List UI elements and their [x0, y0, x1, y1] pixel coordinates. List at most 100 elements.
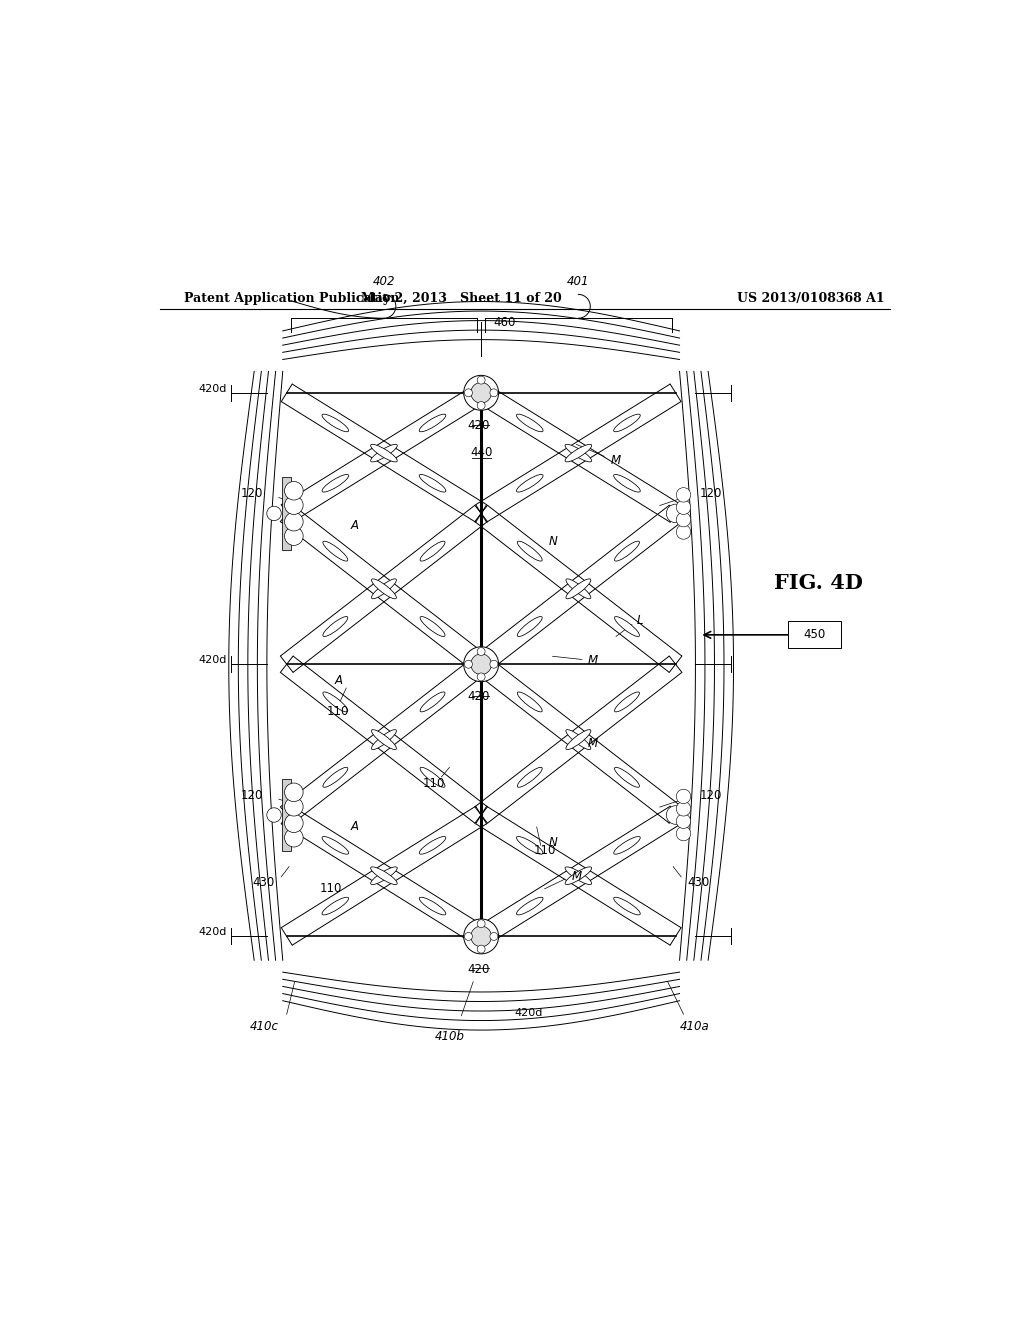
- Text: 420: 420: [468, 962, 489, 975]
- Text: M: M: [587, 653, 597, 667]
- Text: M: M: [611, 454, 622, 467]
- Ellipse shape: [420, 616, 445, 636]
- Circle shape: [285, 512, 303, 531]
- Ellipse shape: [322, 837, 348, 854]
- Text: FIG. 4D: FIG. 4D: [774, 573, 863, 593]
- Ellipse shape: [566, 730, 591, 750]
- Text: L: L: [637, 614, 643, 627]
- Circle shape: [464, 919, 499, 954]
- Ellipse shape: [614, 692, 639, 711]
- Ellipse shape: [566, 730, 591, 750]
- Circle shape: [471, 927, 492, 946]
- Text: N: N: [548, 837, 557, 849]
- Circle shape: [464, 375, 499, 411]
- Ellipse shape: [517, 616, 543, 636]
- FancyBboxPatch shape: [282, 779, 292, 851]
- Circle shape: [489, 660, 498, 668]
- Circle shape: [477, 401, 485, 409]
- Ellipse shape: [614, 541, 639, 561]
- Text: 110: 110: [422, 776, 444, 789]
- Text: A: A: [350, 519, 358, 532]
- Ellipse shape: [372, 579, 396, 599]
- Ellipse shape: [323, 541, 348, 561]
- Circle shape: [267, 506, 282, 520]
- Ellipse shape: [516, 837, 543, 854]
- Circle shape: [477, 376, 485, 384]
- Text: US 2013/0108368 A1: US 2013/0108368 A1: [736, 292, 885, 305]
- Text: A: A: [334, 673, 342, 686]
- Ellipse shape: [419, 837, 445, 854]
- Text: 420d: 420d: [199, 928, 227, 937]
- Text: 450: 450: [804, 628, 825, 642]
- Text: 460: 460: [494, 315, 515, 329]
- Text: A: A: [350, 821, 358, 833]
- Circle shape: [471, 383, 492, 403]
- Text: 120: 120: [241, 788, 263, 801]
- Text: 420: 420: [468, 690, 489, 704]
- Ellipse shape: [323, 767, 348, 787]
- Text: May 2, 2013   Sheet 11 of 20: May 2, 2013 Sheet 11 of 20: [360, 292, 562, 305]
- Circle shape: [285, 829, 303, 847]
- Text: 410a: 410a: [680, 1020, 710, 1032]
- Circle shape: [465, 932, 472, 940]
- Ellipse shape: [613, 898, 640, 915]
- Text: M: M: [587, 737, 597, 750]
- Circle shape: [285, 783, 303, 801]
- Ellipse shape: [420, 767, 445, 787]
- Circle shape: [667, 504, 685, 523]
- Ellipse shape: [565, 445, 592, 462]
- Ellipse shape: [613, 414, 640, 432]
- Text: 420d: 420d: [515, 1008, 543, 1018]
- Ellipse shape: [323, 616, 348, 636]
- Text: 110: 110: [327, 705, 349, 718]
- Ellipse shape: [565, 867, 592, 884]
- Ellipse shape: [566, 579, 591, 599]
- Ellipse shape: [323, 692, 348, 711]
- Ellipse shape: [613, 474, 640, 492]
- Text: 110: 110: [534, 845, 556, 857]
- Circle shape: [285, 482, 303, 500]
- Ellipse shape: [371, 867, 397, 884]
- Circle shape: [477, 673, 485, 681]
- Circle shape: [676, 512, 691, 527]
- Text: 120: 120: [241, 487, 263, 500]
- Text: 120: 120: [699, 788, 722, 801]
- Ellipse shape: [372, 730, 396, 750]
- Circle shape: [676, 814, 691, 829]
- Text: 420d: 420d: [199, 384, 227, 393]
- Ellipse shape: [372, 730, 396, 750]
- Ellipse shape: [420, 541, 445, 561]
- Text: 440: 440: [470, 446, 493, 459]
- Text: M: M: [571, 870, 582, 883]
- Ellipse shape: [613, 837, 640, 854]
- FancyBboxPatch shape: [788, 622, 841, 648]
- Circle shape: [676, 525, 691, 540]
- Circle shape: [465, 660, 472, 668]
- Text: 410c: 410c: [250, 1020, 279, 1032]
- Circle shape: [464, 647, 499, 681]
- Ellipse shape: [419, 474, 445, 492]
- Text: N: N: [548, 535, 557, 548]
- Circle shape: [471, 653, 492, 675]
- Text: 120: 120: [699, 487, 722, 500]
- Circle shape: [676, 487, 691, 502]
- Ellipse shape: [322, 898, 348, 915]
- Ellipse shape: [565, 445, 592, 462]
- Circle shape: [477, 648, 485, 656]
- Circle shape: [489, 932, 498, 940]
- Ellipse shape: [517, 541, 543, 561]
- Ellipse shape: [565, 867, 592, 884]
- Circle shape: [285, 527, 303, 545]
- Text: Patent Application Publication: Patent Application Publication: [183, 292, 399, 305]
- Ellipse shape: [322, 414, 348, 432]
- Ellipse shape: [516, 898, 543, 915]
- Ellipse shape: [419, 414, 445, 432]
- Text: 410b: 410b: [434, 1030, 465, 1043]
- Circle shape: [285, 814, 303, 833]
- Circle shape: [676, 801, 691, 816]
- Ellipse shape: [371, 867, 397, 884]
- Ellipse shape: [566, 579, 591, 599]
- Text: 420: 420: [468, 418, 489, 432]
- Ellipse shape: [516, 414, 543, 432]
- Text: 402: 402: [373, 275, 395, 288]
